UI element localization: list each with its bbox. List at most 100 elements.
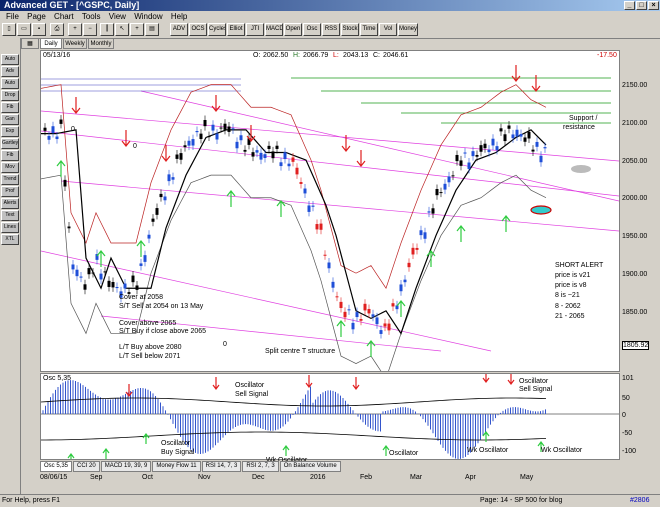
candle-body [291, 157, 295, 162]
tool-prof[interactable]: Prof [1, 186, 19, 197]
toolbar-open[interactable]: Open [284, 23, 302, 36]
candle-body [95, 254, 99, 260]
trend-line [41, 110, 619, 162]
toolbar-jti[interactable]: JTI [246, 23, 264, 36]
minimize-button[interactable]: _ [624, 1, 635, 10]
menu-window[interactable]: Window [134, 12, 163, 21]
toolbar-cycles[interactable]: Cycles [208, 23, 226, 36]
candle-body [387, 323, 391, 331]
candle-body [147, 234, 151, 239]
tool-trend[interactable]: Trend [1, 174, 19, 185]
tool-gartley[interactable]: Gartley [1, 138, 19, 149]
sell-arrow-icon [161, 145, 171, 162]
tool-text[interactable]: Text [1, 210, 19, 221]
maximize-button[interactable]: □ [636, 1, 647, 10]
toolbar-stock[interactable]: Stock [341, 23, 359, 36]
close-button[interactable]: × [648, 1, 659, 10]
price-chart[interactable]: 05/13/16 O: 2062.50 H: 2066.79 L: 2043.1… [40, 50, 620, 372]
tab-daily[interactable]: Daily [40, 38, 62, 49]
upper-band [41, 84, 547, 290]
tool-auto-fan[interactable]: Auto Fan [1, 54, 19, 65]
osc-buy1: Oscillator [161, 440, 191, 447]
sell-arrow-icon [125, 384, 133, 397]
candle-body [283, 152, 287, 160]
tab-obv[interactable]: On Balance Volume [279, 461, 341, 472]
candle-body [99, 273, 103, 280]
menu-tools[interactable]: Tools [81, 12, 101, 21]
toolbar-adv[interactable]: ADV [170, 23, 188, 36]
toolbar-osc[interactable]: Osc [303, 23, 321, 36]
x-tick: Feb [360, 474, 373, 481]
tab-moneyflow[interactable]: Money Flow 11 [152, 461, 201, 472]
toolbar-elliot[interactable]: Elliot Trig [227, 23, 245, 36]
tab-macd[interactable]: MACD 19, 39, 9 [100, 461, 152, 472]
tool-auto-hem[interactable]: Auto Hem [1, 78, 19, 89]
tab-monthly[interactable]: Monthly [88, 38, 114, 49]
print-icon[interactable]: ⎙ [50, 23, 64, 36]
tool-exp-swing[interactable]: Exp Swing [1, 126, 19, 137]
toolbar-macd[interactable]: MACD [265, 23, 283, 36]
new-icon[interactable]: ▯ [2, 23, 16, 36]
tab-cci[interactable]: CCI 20 [73, 461, 100, 472]
menu-view[interactable]: View [108, 12, 126, 21]
bars-icon[interactable]: ┃ [100, 23, 114, 36]
candle-body [187, 140, 191, 146]
open-icon[interactable]: ▭ [17, 23, 31, 36]
candle-body [503, 134, 507, 142]
price-svg [41, 65, 619, 371]
x-tick: Apr [465, 474, 476, 481]
candle-body [159, 193, 163, 198]
toolbar-vol[interactable]: Vol [379, 23, 397, 36]
menu-page[interactable]: Page [27, 12, 46, 21]
buy-arrow-icon [366, 340, 376, 357]
candle-body [239, 135, 243, 141]
oscillator-panel[interactable]: Osc 5,35 Oscillator Sell Signal Oscillat… [40, 373, 620, 464]
sell-arrow-icon [511, 65, 521, 82]
tool-adv-wave[interactable]: Adv Wave [1, 66, 19, 77]
tool-alerts[interactable]: Alerts [1, 198, 19, 209]
menu-chart[interactable]: Chart [54, 12, 74, 21]
tool-xtl[interactable]: XTL [1, 234, 19, 245]
osc-sell1: Oscillator [235, 382, 265, 389]
tab-weekly[interactable]: Weekly [63, 38, 87, 49]
candle-body [479, 145, 483, 152]
toolbar-ocs[interactable]: OCS [189, 23, 207, 36]
period-selector-icon[interactable]: ▦ [21, 38, 39, 49]
toolbar-timechar[interactable]: Time Char [360, 23, 378, 36]
tool-fib-time[interactable]: Fib Time [1, 150, 19, 161]
tab-rsi14[interactable]: RSI 14, 7, 3 [201, 461, 242, 472]
tool-mov-avg[interactable]: Mov Avg [1, 162, 19, 173]
title-bar: Advanced GET - [^GSPC, Daily] _ □ × [0, 0, 660, 11]
menu-help[interactable]: Help [170, 12, 188, 21]
tab-osc[interactable]: Osc 5,35 [40, 461, 73, 472]
buy-arrow-icon [282, 445, 290, 456]
candle-body [459, 160, 463, 166]
sell-arrow-icon [352, 377, 360, 390]
candle-body [487, 149, 491, 153]
candle-body [467, 162, 471, 169]
crosshair-icon[interactable]: + [130, 23, 144, 36]
tool-lines[interactable]: Lines [1, 222, 19, 233]
tool-gan[interactable]: Gan [1, 114, 19, 125]
menu-file[interactable]: File [6, 12, 19, 21]
ann-price-v21: price is v21 [555, 272, 591, 279]
cursor-icon[interactable]: ↖ [115, 23, 129, 36]
tool-fib-retr[interactable]: Fib Retr [1, 102, 19, 113]
tab-rsi2[interactable]: RSI 2, 7, 3 [242, 461, 279, 472]
trend-line [41, 130, 619, 197]
chart-icon[interactable]: ▤ [145, 23, 159, 36]
candle-body [79, 276, 83, 278]
save-icon[interactable]: ▪ [32, 23, 46, 36]
candle-body [443, 183, 447, 190]
candle-body [519, 134, 523, 137]
osc-y-tick: 101 [622, 375, 634, 382]
sell-arrow-icon [246, 125, 256, 142]
toolbar-moneyflow[interactable]: Money Flow [398, 23, 418, 36]
candle-body [223, 123, 227, 130]
lower-band [41, 174, 547, 371]
zoom-in-icon[interactable]: + [68, 23, 82, 36]
tool-drop[interactable]: Drop [1, 90, 19, 101]
osc-y-tick: -100 [622, 448, 637, 455]
toolbar-rss[interactable]: RSS [322, 23, 340, 36]
zoom-out-icon[interactable]: − [83, 23, 97, 36]
